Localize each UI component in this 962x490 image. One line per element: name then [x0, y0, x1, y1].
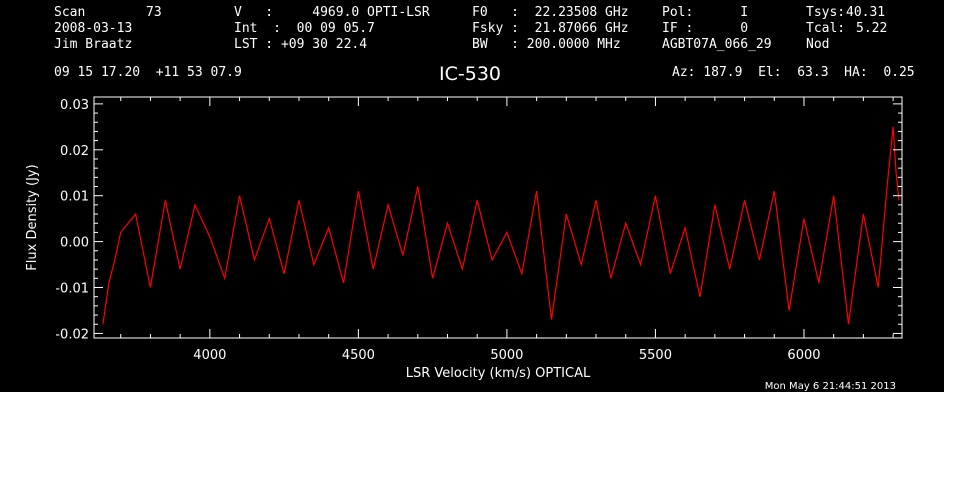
x-tick-label-4500: 4500	[342, 348, 375, 363]
source-coordinates: 09 15 17.20 +11 53 07.9	[54, 65, 242, 80]
bandwidth-line: BW : 200.0000 MHz	[472, 37, 621, 52]
axes-layer: 4000 4500 5000 5500 6000 -0.02 -0.01 0.00 0.01 0.…	[55, 96, 903, 363]
y-tick-label-1: -0.01	[55, 282, 89, 297]
y-tick-label-3: 0.01	[60, 190, 89, 205]
plot-frame	[93, 96, 903, 339]
spectrum-panel: Scan 73 2008-03-13 Jim Braatz 09 15 17.2…	[0, 0, 944, 392]
polarization-line: Pol: I	[662, 5, 749, 20]
trace-layer	[102, 126, 900, 325]
y-tick-label-4: 0.02	[60, 144, 89, 159]
sky-frequency-line: Fsky : 21.87066 GHz	[472, 21, 629, 36]
observer-name: Jim Braatz	[54, 37, 133, 52]
project-id: AGBT07A_066_29	[662, 37, 772, 52]
observing-mode: Nod	[806, 37, 830, 52]
spectrum-plot: 4000 4500 5000 5500 6000 -0.02 -0.01 0.00 0.01 0.…	[25, 96, 903, 392]
source-title: IC-530	[439, 63, 501, 85]
x-axis-label: LSR Velocity (km/s) OPTICAL	[406, 366, 591, 381]
observation-date: 2008-03-13	[54, 21, 133, 36]
integration-line: Int : 00 09 05.7	[234, 21, 375, 36]
x-tick-label-6000: 6000	[787, 348, 820, 363]
rest-frequency-line: F0 : 22.23508 GHz	[472, 5, 629, 20]
x-tick-label-5500: 5500	[639, 348, 672, 363]
velocity-line: V : 4969.0 OPTI-LSR	[234, 5, 430, 20]
scan-label: Scan	[54, 5, 86, 20]
x-tick-label-5000: 5000	[490, 348, 523, 363]
y-axis-label: Flux Density (Jy)	[25, 164, 40, 270]
tsys-label: Tsys:	[806, 5, 846, 20]
scan-number: 73	[146, 5, 162, 20]
y-tick-label-2: 0.00	[60, 236, 89, 251]
plot-timestamp: Mon May 6 21:44:51 2013	[765, 381, 896, 392]
tsys-value: 40.31	[846, 5, 886, 20]
pointing-info: Az: 187.9 El: 63.3 HA: 0.25	[672, 65, 915, 80]
lst-line: LST : +09 30 22.4	[234, 37, 368, 52]
y-tick-label-0: -0.02	[55, 327, 89, 342]
x-tick-label-4000: 4000	[193, 348, 226, 363]
tcal-value: 5.22	[856, 21, 888, 36]
if-line: IF : 0	[662, 21, 749, 36]
y-tick-label-5: 0.03	[60, 98, 89, 113]
spectrum-trace-0	[102, 126, 900, 325]
tcal-label: Tcal:	[806, 21, 846, 36]
